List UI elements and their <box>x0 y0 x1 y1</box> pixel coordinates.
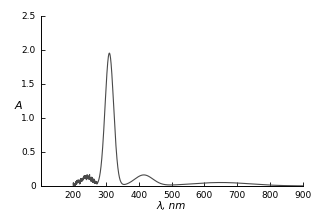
Y-axis label: A: A <box>15 101 22 111</box>
X-axis label: λ, nm: λ, nm <box>157 201 186 211</box>
